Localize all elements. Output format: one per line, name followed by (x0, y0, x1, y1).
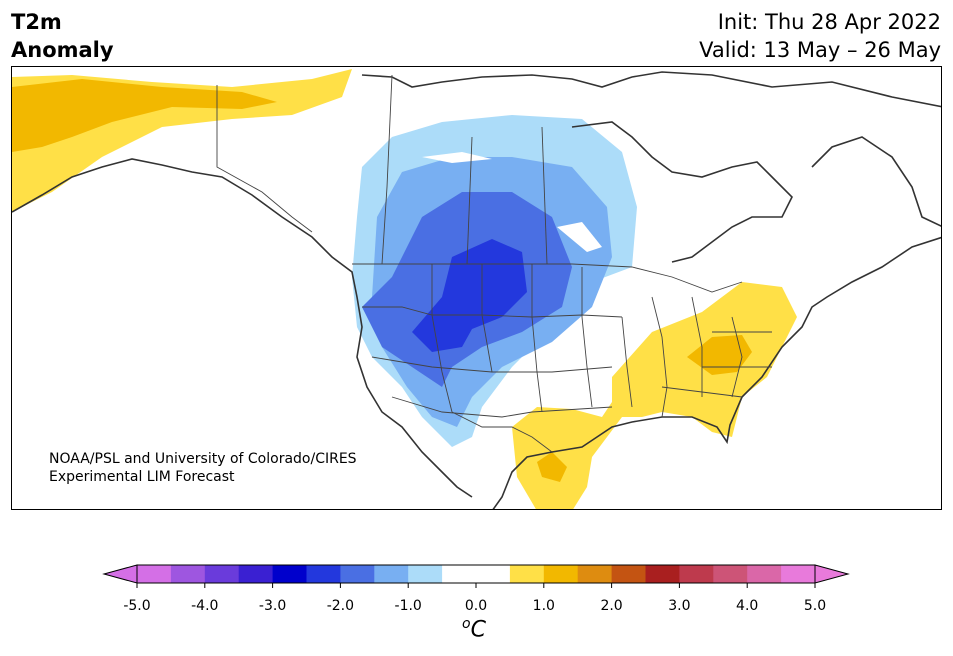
colorbar-cell (747, 565, 782, 583)
colorbar-tick-label: -1.0 (394, 598, 422, 614)
lake-gap-2 (557, 222, 602, 252)
unit-superscript: o (462, 616, 471, 632)
colorbar-cell (645, 565, 680, 583)
colorbar-unit: oC (462, 616, 486, 642)
colorbar-cell (781, 565, 816, 583)
colorbar-cell (577, 565, 613, 583)
west-cold-anomaly-core (412, 239, 527, 352)
colorbar-cell (170, 565, 206, 583)
colorbar-cell (137, 565, 172, 583)
anomaly-map (11, 66, 942, 510)
colorbar-over-arrow (814, 564, 850, 584)
colorbar-tick-label: 5.0 (803, 598, 827, 614)
colorbar-cell (374, 565, 409, 583)
coastlines (12, 71, 941, 509)
south-warm-anomaly (512, 402, 622, 509)
south-warm-core (537, 452, 567, 482)
colorbar-tick-label: -2.0 (326, 598, 355, 614)
credit-line-1: NOAA/PSL and University of Colorado/CIRE… (49, 451, 357, 467)
colorbar-tick-label: 2.0 (600, 598, 623, 614)
unit-base: C (470, 617, 486, 643)
colorbar-cell (238, 565, 274, 583)
colorbar-cell (679, 565, 714, 583)
alaska-warm-core (12, 79, 277, 152)
credit-line-2: Experimental LIM Forecast (49, 469, 235, 485)
colorbar-under-arrow (102, 564, 138, 584)
colorbar (102, 564, 850, 588)
valid-range: Valid: 13 May – 26 May (699, 38, 941, 62)
colorbar-cell (272, 565, 307, 583)
init-date: Init: Thu 28 Apr 2022 (717, 10, 941, 34)
colorbar-cell (543, 565, 579, 583)
colorbar-cell (442, 565, 477, 583)
colorbar-tick-label: -5.0 (123, 598, 151, 614)
colorbar-cell (476, 565, 511, 583)
colorbar-tick-label: 4.0 (736, 598, 759, 614)
colorbar-tick-label: 1.0 (532, 598, 555, 614)
map-title: T2m Anomaly (11, 8, 114, 64)
title-line-1: T2m (11, 10, 62, 34)
colorbar-tick-marks (136, 583, 816, 588)
colorbar-cell (713, 565, 748, 583)
colorbar-tick-label: 0.0 (464, 598, 488, 614)
colorbar-cell (340, 565, 375, 583)
colorbar-tick-label: 3.0 (668, 598, 691, 614)
map-svg (12, 69, 941, 509)
colorbar-cells (137, 565, 816, 583)
colorbar-cell (408, 565, 443, 583)
forecast-dates: Init: Thu 28 Apr 2022 Valid: 13 May – 26… (699, 8, 941, 64)
colorbar-cell (306, 565, 341, 583)
colorbar-cell (611, 565, 646, 583)
lake-gap (422, 152, 492, 163)
colorbar-tick-label: -4.0 (191, 598, 219, 614)
colorbar-cell (509, 565, 545, 583)
colorbar-cell (204, 565, 240, 583)
colorbar-tick-label: -3.0 (258, 598, 287, 614)
credit-text: NOAA/PSL and University of Colorado/CIRE… (49, 450, 357, 486)
east-warm-core (687, 335, 752, 375)
borders (216, 74, 772, 453)
title-line-2: Anomaly (11, 38, 114, 62)
